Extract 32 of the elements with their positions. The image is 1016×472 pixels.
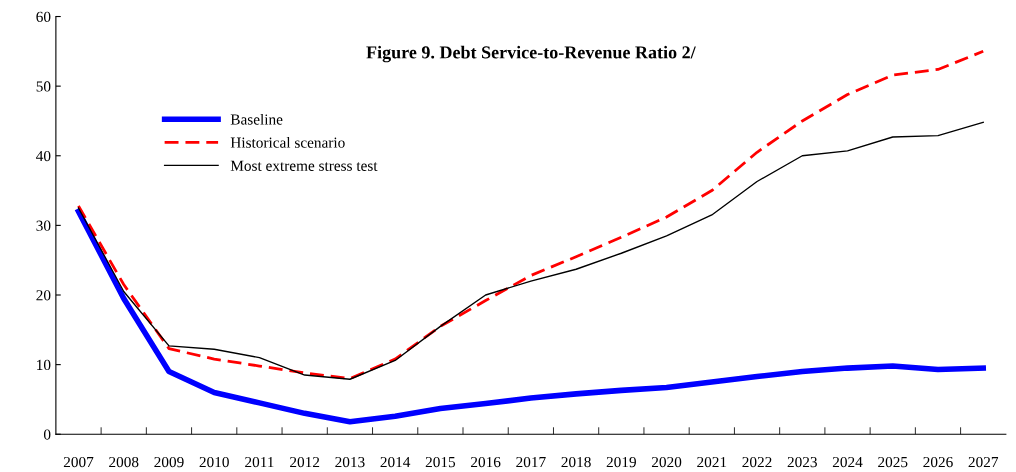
- y-tick-label: 20: [36, 290, 51, 301]
- x-tick-label: 2023: [787, 456, 817, 468]
- x-tick-label: 2026: [923, 456, 953, 468]
- y-tick-label: 40: [36, 150, 51, 162]
- x-tick-label: 2027: [968, 456, 999, 468]
- x-tick-label: 2009: [154, 456, 184, 468]
- x-tick-label: 2020: [651, 456, 682, 468]
- x-tick-label: 2014: [380, 456, 411, 468]
- x-tick-label: 2011: [245, 456, 274, 468]
- x-tick-label: 2007: [63, 456, 94, 468]
- legend-label: Most extreme stress test: [230, 160, 378, 171]
- y-tick-label: 50: [36, 81, 51, 92]
- y-tick-label: 10: [37, 359, 51, 371]
- text: Figure 9. Debt Service-to-Revenue Ratio 2/: [366, 45, 696, 63]
- x-tick-label: 2008: [109, 456, 139, 468]
- x-tick-label: 2015: [425, 456, 456, 468]
- legend-label: Baseline: [230, 113, 283, 125]
- y-tick-label: 0: [43, 429, 51, 440]
- x-tick-label: 2012: [290, 456, 320, 468]
- x-tick-label: 2013: [335, 456, 365, 468]
- x-tick-label: 2016: [471, 456, 501, 468]
- x-tick-label: 2022: [742, 456, 772, 468]
- x-tick-label: 2019: [606, 456, 636, 468]
- x-tick-label: 2021: [697, 456, 727, 468]
- x-tick-label: 2017: [516, 456, 546, 468]
- legend-label: Historical scenario: [230, 137, 345, 148]
- y-tick-label: 30: [36, 220, 51, 231]
- x-tick-label: 2025: [878, 456, 908, 468]
- x-tick-label: 2010: [199, 456, 229, 468]
- x-tick-label: 2024: [832, 456, 863, 468]
- y-tick-label: 60: [36, 11, 51, 22]
- x-tick-label: 2018: [561, 456, 591, 468]
